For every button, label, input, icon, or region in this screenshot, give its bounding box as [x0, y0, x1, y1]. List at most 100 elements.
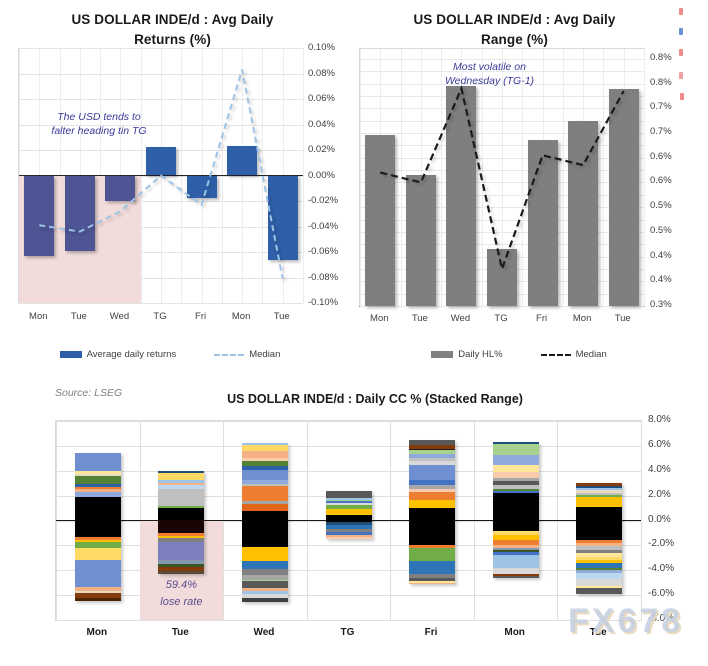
bar-segment [576, 496, 623, 508]
bar-segment [241, 547, 288, 561]
y-tick-label: 0.4% [650, 274, 672, 286]
bar-segment [241, 466, 288, 471]
bar-segment [158, 485, 205, 490]
bar-segment [325, 529, 372, 532]
returns-chart-title: US DOLLAR INDE/d : Avg Daily Returns (%) [25, 10, 320, 49]
y-tick-label: 0.8% [650, 51, 672, 63]
y-tick-label: -8.0% [648, 613, 675, 624]
bar-segment [241, 588, 288, 591]
bar-segment [409, 479, 456, 485]
bar-segment [241, 442, 288, 446]
grid-line-vertical [400, 49, 402, 306]
bar-segment [325, 534, 372, 537]
bar-segment [241, 511, 288, 548]
bar-segment [74, 491, 121, 498]
range-bar-mon [568, 120, 599, 306]
bar-segment [325, 522, 372, 526]
stacked-chart-title: US DOLLAR INDE/d : Daily CC % (Stacked R… [227, 392, 523, 406]
bar-segment [409, 450, 456, 454]
bar-segment [241, 483, 288, 487]
bar-segment [492, 554, 539, 569]
bar-segment [576, 482, 623, 486]
annotation-text: Wednesday (TG-1) [444, 75, 535, 88]
bar-segment [158, 567, 205, 571]
grid-line-horizontal [19, 252, 303, 253]
bar-segment [492, 544, 539, 548]
bar-segment [409, 461, 456, 466]
annotation-text: Most volatile on [453, 61, 526, 73]
bar-segment [74, 539, 121, 543]
bar-segment [492, 471, 539, 479]
bar-segment [241, 581, 288, 589]
grid-line-horizontal [360, 120, 644, 122]
bar-segment [158, 520, 205, 533]
bar-segment [409, 448, 456, 451]
range-bar-fri [527, 140, 558, 306]
y-tick-label: -0.04% [308, 220, 339, 232]
range-title-line1: US DOLLAR INDE/d : Avg Daily [413, 12, 616, 27]
dash-swatch-icon [540, 353, 571, 356]
bar-segment [492, 465, 539, 472]
range-title-line2: Range (%) [481, 31, 548, 47]
bar-segment [158, 563, 205, 568]
range-bar-tue [405, 175, 436, 306]
bar-segment [576, 560, 623, 563]
bar-swatch-icon [59, 351, 82, 358]
grid-line-horizontal [56, 470, 641, 472]
range-bar-wed [446, 86, 477, 306]
returns-bar-mon [227, 146, 258, 176]
grid-line-horizontal [56, 545, 641, 547]
bar-segment [158, 482, 205, 486]
y-tick-label: 0.00% [308, 169, 335, 181]
bar-segment [241, 451, 288, 458]
bar-segment [241, 457, 288, 462]
grid-line-horizontal [360, 145, 644, 147]
grid-line-horizontal [19, 201, 303, 202]
bar-segment [241, 461, 288, 467]
bar-segment [74, 497, 121, 538]
grid-line-horizontal [360, 95, 644, 97]
bar-segment [492, 485, 539, 490]
bar-segment [158, 508, 205, 521]
x-tick-label: Tue [273, 311, 290, 322]
bar-segment [492, 493, 539, 531]
bar-segment [576, 485, 623, 488]
bar-segment [409, 581, 456, 583]
y-tick-label: -0.10% [308, 297, 339, 308]
bar-segment [576, 588, 623, 595]
x-tick-label: TG [153, 311, 167, 322]
grid-line-horizontal [19, 48, 303, 49]
bar-segment [492, 573, 539, 576]
bar-segment [492, 480, 539, 485]
grid-line-horizontal [360, 170, 644, 172]
x-tick-label: TG [340, 627, 355, 638]
returns-plot-area [18, 48, 304, 304]
bar-segment [158, 536, 205, 539]
y-tick-label: -0.02% [308, 195, 339, 206]
range-bar-mon [365, 135, 396, 306]
range-bar-tg [487, 249, 517, 306]
bar-segment [325, 501, 372, 504]
returns-bar-tg [146, 147, 176, 176]
bar-segment [74, 452, 121, 472]
range-chart-title: US DOLLAR INDE/d : Avg Daily Range (%) [372, 10, 657, 49]
bar-segment [492, 575, 539, 579]
bar-segment [576, 570, 623, 573]
stacked-bar-tg [325, 491, 372, 540]
range-legend: Daily HL% Median [354, 349, 684, 360]
bar-segment [576, 562, 623, 569]
bar-segment [325, 504, 372, 509]
bar-segment [325, 531, 372, 535]
bar-segment [158, 560, 205, 564]
returns-legend: Average daily returns Median [0, 349, 340, 360]
bar-segment [409, 465, 456, 480]
bar-segment [576, 579, 623, 587]
bar-segment [241, 598, 288, 603]
bar-segment [74, 537, 121, 540]
bar-segment [492, 547, 539, 550]
bar-segment [241, 470, 288, 481]
bar-segment [576, 549, 623, 554]
bar-segment [492, 549, 539, 553]
grid-line-vertical [603, 49, 605, 306]
legend-label: Daily HL% [458, 349, 503, 360]
